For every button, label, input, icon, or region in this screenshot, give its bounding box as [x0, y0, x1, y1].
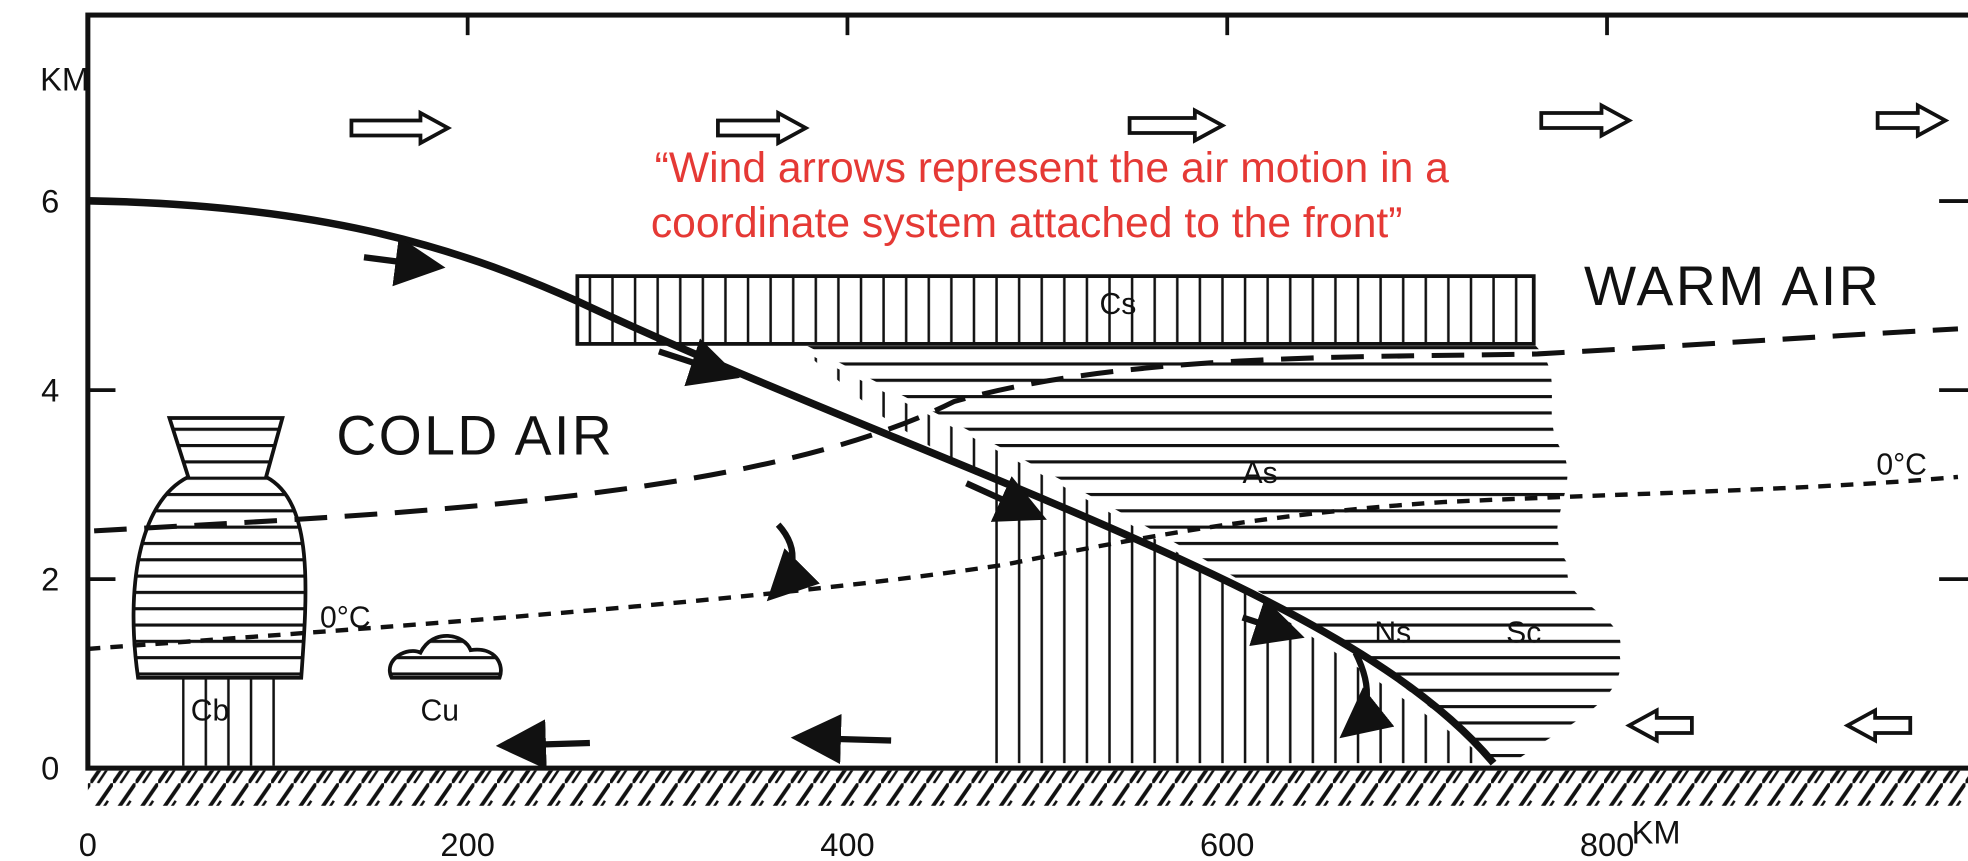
wind-arrows-part: [766, 522, 821, 602]
wind-arrows-part: [1127, 107, 1227, 144]
x-tick-label: 400: [820, 826, 874, 861]
wind-arrows-part: [790, 713, 892, 765]
y-tick-label: 0: [41, 749, 59, 786]
annotation: “Wind arrows represent the air motion in…: [655, 144, 1449, 192]
y-tick-label: 6: [41, 182, 59, 219]
wind-arrows-part: [363, 236, 446, 287]
x-tick-label: 0: [79, 826, 97, 861]
clouds-part: [575, 274, 1536, 346]
y-tick-label: 4: [41, 371, 59, 408]
annotation: coordinate system attached to the front”: [651, 199, 1403, 247]
cold-air-label: COLD AIR: [336, 404, 614, 466]
clouds-part: [181, 677, 283, 766]
wind-arrows: [349, 102, 1950, 770]
wind-arrows-part: [716, 109, 810, 147]
frame-part: [87, 770, 1968, 806]
isotherm-label: 0°C: [320, 602, 371, 635]
wind-arrows-part: [1625, 707, 1694, 744]
x-tick-label: 600: [1200, 826, 1254, 861]
clouds-part: [387, 634, 503, 680]
cs-label: Cs: [1099, 288, 1136, 321]
wind-arrows-part: [1241, 598, 1305, 647]
wind-arrows-part: [1875, 102, 1950, 139]
isotherm-label: 0°C: [1876, 448, 1927, 481]
labels: COLD AIR WARM AIR Cs As Ns Sc Cb Cu 0°C …: [191, 144, 1927, 727]
warm-air-label: WARM AIR: [1584, 255, 1881, 317]
cb-label: Cb: [191, 694, 230, 727]
front-and-isotherms: [87, 197, 1959, 766]
frame: [85, 12, 1968, 806]
sc-label: Sc: [1506, 617, 1541, 650]
x-tick-label: 200: [440, 826, 494, 861]
clouds: [131, 274, 1621, 769]
ns-label: Ns: [1374, 617, 1411, 650]
x-tick-label: 800: [1580, 826, 1634, 861]
front-and-isotherms-part: [87, 474, 1959, 652]
clouds-part: [131, 416, 308, 680]
wind-arrows-part: [1539, 102, 1634, 139]
cu-label: Cu: [420, 694, 459, 727]
wind-arrows-part: [349, 109, 453, 147]
y-axis-label: KM: [40, 60, 89, 97]
clouds-part: [803, 343, 1621, 769]
y-tick-label: 2: [41, 560, 59, 597]
wind-arrows-part: [1843, 707, 1913, 744]
axes: KM KM 0 2 4 6 0 200 400 600 800: [40, 15, 1968, 861]
as-label: As: [1243, 457, 1278, 490]
wind-arrows-part: [1339, 651, 1395, 739]
clouds-part: [803, 351, 1494, 764]
wind-arrows-part: [657, 338, 740, 387]
wind-arrows-part: [495, 719, 590, 770]
front-and-isotherms-part: [93, 326, 1959, 534]
x-axis-label: KM: [1632, 813, 1681, 850]
front-and-isotherms-part: [87, 197, 1497, 766]
wind-arrows-part: [965, 476, 1047, 522]
